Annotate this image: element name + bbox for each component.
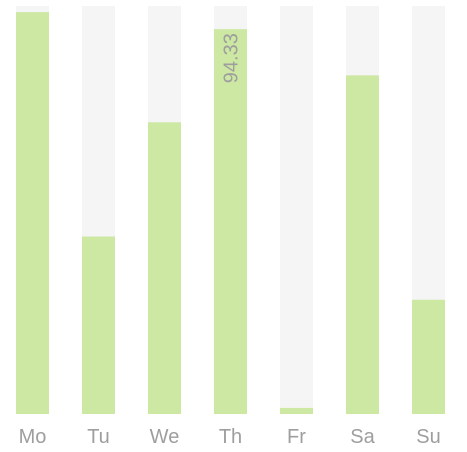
bar-tu[interactable] [82, 236, 115, 414]
tick-label-we: We [150, 426, 180, 448]
bar-th[interactable] [214, 29, 247, 414]
bars [16, 12, 445, 415]
bar-sa[interactable] [346, 75, 379, 415]
tick-label-sa: Sa [350, 426, 375, 448]
bar-fr[interactable] [280, 407, 313, 414]
bar-we[interactable] [148, 122, 181, 414]
x-axis-tick-labels: Mo Tu We Th Fr Sa Su [19, 426, 441, 448]
tick-label-tu: Tu [87, 426, 110, 448]
bar-track-fr [280, 6, 313, 414]
tick-label-fr: Fr [287, 426, 306, 448]
bar-su[interactable] [412, 299, 445, 414]
tick-label-mo: Mo [19, 426, 47, 448]
bar-mo[interactable] [16, 12, 49, 415]
data-labels: 94.33 [221, 33, 243, 83]
tick-label-th: Th [219, 426, 242, 448]
tick-label-su: Su [416, 426, 440, 448]
data-label-th: 94.33 [221, 33, 243, 83]
